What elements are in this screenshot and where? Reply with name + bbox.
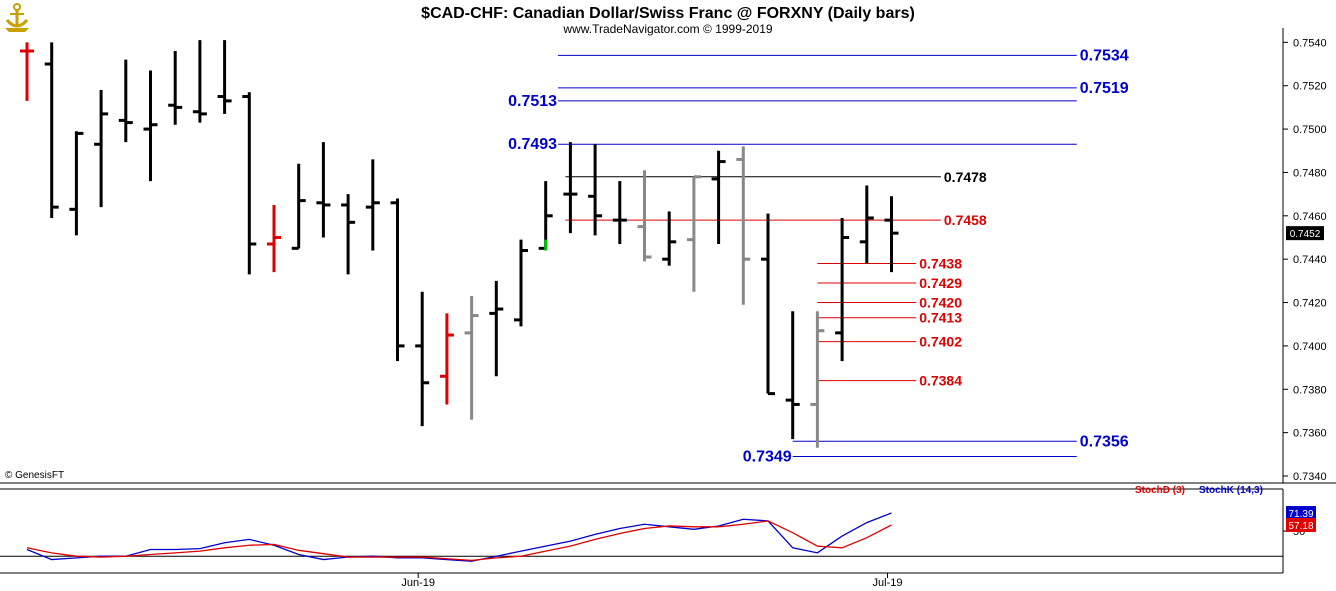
level-label: 0.7493: [508, 136, 557, 153]
price-tick-label: 0.7500: [1293, 124, 1327, 136]
level-label: 0.7458: [944, 212, 987, 228]
stoch-legend-entry: StochK (14,3): [1199, 485, 1263, 496]
chart-subtitle: www.TradeNavigator.com © 1999-2019: [562, 22, 772, 36]
stoch-series-line: [26, 512, 892, 562]
stoch-value-label: 71.39: [1288, 509, 1313, 520]
price-tick-label: 0.7540: [1293, 37, 1327, 49]
time-tick-label: Jun-19: [401, 577, 435, 589]
credit-label: © GenesisFT: [5, 470, 64, 481]
level-label: 0.7513: [508, 93, 557, 110]
level-label: 0.7402: [919, 334, 962, 350]
level-label: 0.7356: [1080, 433, 1129, 450]
level-label: 0.7519: [1080, 80, 1129, 97]
level-label: 0.7478: [944, 169, 987, 185]
price-tick-label: 0.7360: [1293, 428, 1327, 440]
level-lines: 0.7534 0.7519 0.7513 0.7493 0.7478 0.7458 0.74…: [508, 47, 1129, 465]
level-label: 0.7413: [919, 310, 962, 326]
level-label: 0.7429: [919, 275, 962, 291]
stoch-value-box: [1286, 506, 1316, 521]
last-price-label: 0.7452: [1290, 229, 1321, 240]
price-tick-label: 0.7400: [1293, 341, 1327, 353]
price-tick-label: 0.7480: [1293, 167, 1327, 179]
time-axis: Jun-19 Jul-19: [401, 573, 902, 589]
price-axis: 0.7540 0.7520 0.7500 0.7480 0.7460 0.7440 0.74…: [1283, 37, 1327, 483]
level-label: 0.7349: [743, 448, 792, 465]
price-tick-label: 0.7340: [1293, 471, 1327, 483]
last-price-tag: 0.7452: [1286, 226, 1324, 241]
stoch-series-line: [26, 520, 892, 562]
last-price-box: [1286, 226, 1324, 241]
price-tick-label: 0.7440: [1293, 254, 1327, 266]
level-label: 0.7534: [1080, 47, 1129, 64]
level-label: 0.7384: [919, 373, 962, 389]
anchor-logo-icon: [5, 3, 29, 32]
chart-title: $CAD-CHF: Canadian Dollar/Swiss Franc @ …: [421, 5, 915, 22]
price-tick-label: 0.7380: [1293, 384, 1327, 396]
price-tick-label: 0.7420: [1293, 298, 1327, 310]
stoch-value-label: 57.18: [1288, 521, 1313, 532]
price-tick-label: 0.7460: [1293, 211, 1327, 223]
level-label: 0.7420: [919, 295, 962, 311]
price-tick-label: 0.7520: [1293, 81, 1327, 93]
level-label: 0.7438: [919, 256, 962, 272]
stoch-legend-entry: StochD (3): [1135, 485, 1185, 496]
stoch-value-box: [1286, 517, 1316, 532]
ohlc-bars: [20, 40, 899, 448]
time-tick-label: Jul-19: [873, 577, 903, 589]
